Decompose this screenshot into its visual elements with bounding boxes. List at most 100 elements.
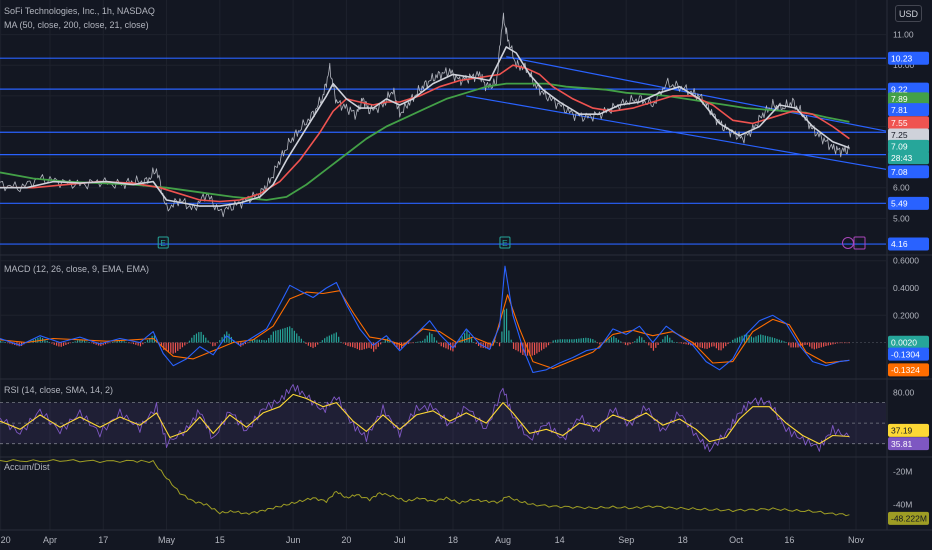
macd-histogram-bar xyxy=(592,339,594,343)
macd-histogram-bar xyxy=(340,341,342,343)
macd-histogram-bar xyxy=(443,342,445,348)
macd-histogram-bar xyxy=(429,332,431,343)
macd-histogram-bar xyxy=(830,342,832,345)
macd-histogram-bar xyxy=(466,330,468,343)
time-axis-label: 14 xyxy=(555,535,565,545)
macd-histogram-bar xyxy=(785,342,787,343)
macd-histogram-bar xyxy=(300,338,302,343)
macd-histogram-bar xyxy=(438,342,440,344)
macd-histogram-bar xyxy=(764,335,766,343)
price-tick-label: 10.00 xyxy=(893,60,915,70)
currency-button[interactable]: USD xyxy=(895,5,922,22)
macd-histogram-bar xyxy=(748,335,750,343)
macd-histogram-bar xyxy=(452,342,454,352)
macd-histogram-bar xyxy=(708,342,710,348)
macd-histogram-bar xyxy=(778,339,780,343)
macd-histogram-bar xyxy=(356,342,358,350)
macd-histogram-bar xyxy=(484,342,487,349)
price-tick-label: 6.00 xyxy=(893,183,910,193)
macd-histogram-bar xyxy=(536,342,538,354)
macd-tick-label: 0.4000 xyxy=(893,283,919,293)
macd-histogram-bar xyxy=(629,342,631,345)
macd-histogram-bar xyxy=(195,333,198,343)
macd-histogram-bar xyxy=(545,342,547,348)
macd-histogram-bar xyxy=(114,341,116,343)
price-badge: 7.81 xyxy=(891,105,908,115)
ma-legend[interactable]: MA (50, close, 200, close, 21, close) xyxy=(4,20,149,30)
macd-histogram-bar xyxy=(436,340,438,343)
macd-histogram-bar xyxy=(291,328,293,343)
macd-histogram-bar xyxy=(461,336,463,343)
macd-histogram-bar xyxy=(317,342,319,345)
macd-histogram-bar xyxy=(149,337,151,343)
macd-histogram-bar xyxy=(359,342,361,351)
macd-histogram-bar xyxy=(177,342,179,351)
macd-histogram-bar xyxy=(813,342,815,350)
macd-histogram-bar xyxy=(505,308,508,343)
macd-histogram-bar xyxy=(440,342,442,347)
macd-histogram-bar xyxy=(711,342,713,347)
rsi-series xyxy=(0,384,850,453)
macd-histogram-bar xyxy=(608,338,610,343)
accum-badge-bg xyxy=(888,511,929,525)
accum-dist-legend[interactable]: Accum/Dist xyxy=(4,462,50,472)
time-axis-label: Sep xyxy=(618,535,634,545)
macd-histogram-bar xyxy=(519,342,522,353)
macd-histogram-bar xyxy=(88,342,90,343)
macd-histogram-bar xyxy=(254,339,256,343)
macd-histogram-bar xyxy=(352,342,354,348)
macd-histogram-bar xyxy=(573,339,575,343)
macd-histogram-bar xyxy=(394,342,396,345)
price-badge: 9.22 xyxy=(891,84,908,94)
macd-histogram-bar xyxy=(151,335,153,343)
macd-histogram-bar xyxy=(44,339,46,343)
macd-histogram-bar xyxy=(2,341,4,343)
macd-histogram-bar xyxy=(263,340,265,343)
macd-histogram-bar xyxy=(200,331,202,343)
macd-histogram-bar xyxy=(111,342,114,343)
macd-histogram-bar xyxy=(753,337,755,343)
macd-histogram-bar xyxy=(585,337,587,343)
macd-histogram-bar xyxy=(769,336,771,343)
macd-histogram-bar xyxy=(60,342,62,347)
macd-badge-bg xyxy=(888,335,929,349)
time-axis-label: 18 xyxy=(678,535,688,545)
macd-histogram-bar xyxy=(839,342,841,344)
macd-histogram-bar xyxy=(797,342,799,348)
rsi-legend[interactable]: RSI (14, close, SMA, 14, 2) xyxy=(4,385,114,395)
macd-histogram-bar xyxy=(477,342,480,347)
macd-histogram-bar xyxy=(473,342,475,343)
macd-histogram-bar xyxy=(345,342,347,345)
macd-histogram-bar xyxy=(132,342,135,345)
macd-histogram-bar xyxy=(403,342,405,345)
macd-histogram-bar xyxy=(823,342,825,347)
macd-histogram-bar xyxy=(613,336,615,343)
macd-histogram-bar xyxy=(100,342,102,347)
accum-dist-series xyxy=(0,459,850,517)
macd-histogram-bar xyxy=(417,341,419,343)
macd-histogram-bar xyxy=(380,342,382,345)
macd-histogram-bar xyxy=(58,342,60,347)
macd-histogram-bar xyxy=(277,330,279,343)
macd-histogram-bar xyxy=(270,334,272,343)
macd-histogram-bar xyxy=(289,326,291,343)
macd-histogram-bar xyxy=(209,342,212,344)
macd-histogram-bar xyxy=(130,342,132,344)
macd-histogram-bar xyxy=(757,335,759,343)
macd-histogram-bar xyxy=(669,337,671,343)
macd-histogram-bar xyxy=(172,342,174,354)
macd-histogram-bar xyxy=(312,342,314,349)
macd-legend[interactable]: MACD (12, 26, close, 9, EMA, EMA) xyxy=(4,264,150,274)
earnings-marker-icon xyxy=(157,236,169,249)
macd-histogram-bar xyxy=(128,342,130,344)
macd-histogram-bar xyxy=(622,342,624,344)
macd-histogram-bar xyxy=(298,336,300,343)
macd-badge: -0.1324 xyxy=(891,365,920,375)
macd-histogram-bar xyxy=(687,342,690,345)
macd-histogram-bar xyxy=(846,342,848,344)
macd-histogram-bar xyxy=(410,342,412,344)
macd-histogram-bar xyxy=(377,342,379,347)
macd-histogram-bar xyxy=(776,338,778,343)
